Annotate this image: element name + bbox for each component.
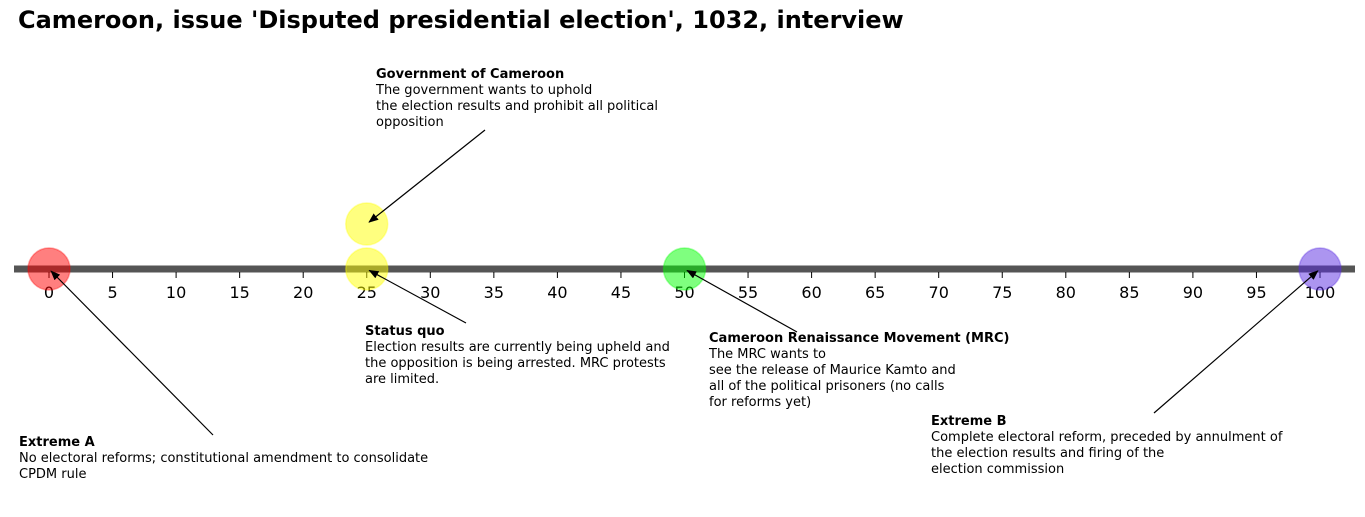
tick-label: 10 bbox=[166, 283, 186, 302]
annotation-title: Cameroon Renaissance Movement (MRC) bbox=[709, 331, 1009, 346]
annotation-title: Government of Cameroon bbox=[376, 67, 564, 82]
annotation-text: the opposition is being arrested. MRC pr… bbox=[365, 356, 666, 371]
annotation-text: are limited. bbox=[365, 372, 439, 387]
position-marker bbox=[662, 247, 707, 291]
chart-title: Cameroon, issue 'Disputed presidential e… bbox=[18, 6, 904, 34]
tick-label: 5 bbox=[107, 283, 117, 302]
annotation-text: The government wants to uphold bbox=[375, 83, 592, 98]
annotation-text: The MRC wants to bbox=[708, 347, 826, 362]
annotation-arrow bbox=[368, 269, 467, 324]
annotation-arrow bbox=[368, 129, 486, 223]
tick-label: 65 bbox=[865, 283, 885, 302]
tick-label: 40 bbox=[547, 283, 567, 302]
tick-label: 55 bbox=[738, 283, 758, 302]
annotation-arrow bbox=[1153, 270, 1319, 414]
annotation-text: Election results are currently being uph… bbox=[365, 340, 670, 355]
tick-label: 80 bbox=[1056, 283, 1076, 302]
annotation-text: Complete electoral reform, preceded by a… bbox=[931, 430, 1283, 445]
tick-label: 90 bbox=[1183, 283, 1203, 302]
annotation-arrow bbox=[686, 269, 798, 333]
tick-label: 15 bbox=[229, 283, 249, 302]
tick-label: 30 bbox=[420, 283, 440, 302]
annotation-text: opposition bbox=[376, 115, 444, 130]
annotation-title: Extreme B bbox=[931, 414, 1007, 429]
annotation-text: the election results and firing of the bbox=[931, 446, 1164, 461]
position-marker bbox=[345, 202, 389, 246]
tick-label: 60 bbox=[801, 283, 821, 302]
position-marker bbox=[345, 247, 389, 291]
annotation-text: No electoral reforms; constitutional ame… bbox=[19, 451, 428, 466]
tick-label: 75 bbox=[992, 283, 1012, 302]
annotation-text: CPDM rule bbox=[19, 467, 86, 482]
tick-label: 35 bbox=[484, 283, 504, 302]
annotation-text: the election results and prohibit all po… bbox=[376, 99, 658, 114]
annotation-text: election commission bbox=[931, 462, 1064, 477]
tick-label: 85 bbox=[1119, 283, 1139, 302]
annotations-group: Extreme ANo electoral reforms; constitut… bbox=[19, 67, 1283, 482]
tick-label: 70 bbox=[929, 283, 949, 302]
annotation-title: Status quo bbox=[365, 324, 445, 339]
annotation-title: Extreme A bbox=[19, 435, 95, 450]
tick-label: 95 bbox=[1246, 283, 1266, 302]
annotation-text: for reforms yet) bbox=[709, 395, 811, 410]
annotation-arrow bbox=[50, 270, 214, 436]
tick-label: 0 bbox=[44, 283, 54, 302]
arrows-group bbox=[50, 129, 1319, 436]
annotation-text: see the release of Maurice Kamto and bbox=[709, 363, 956, 378]
tick-label: 20 bbox=[293, 283, 313, 302]
points-group bbox=[27, 202, 1342, 291]
tick-label: 45 bbox=[611, 283, 631, 302]
annotation-text: all of the political prisoners (no calls bbox=[709, 379, 945, 394]
position-marker bbox=[1298, 247, 1342, 291]
